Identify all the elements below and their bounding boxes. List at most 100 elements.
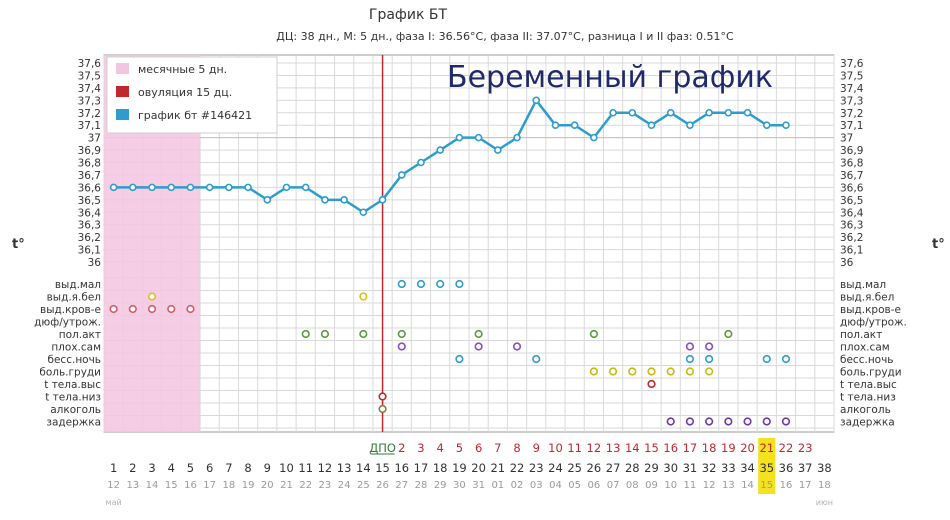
legend: месячные 5 дн. овуляция 15 дц. график бт #… <box>106 56 278 134</box>
symptom-marker <box>724 329 733 339</box>
temperature-point <box>301 183 310 192</box>
symptom-marker <box>147 304 157 314</box>
legend-label: месячные 5 дн. <box>138 63 227 76</box>
cycle-day-label: 8 <box>244 461 251 475</box>
symptom-label-left: задержка <box>46 417 101 429</box>
y-tick-label-left: 36,3 <box>78 220 101 232</box>
symptom-marker <box>647 367 656 376</box>
y-tick-label-right: 36,8 <box>840 158 863 170</box>
date-label: 20 <box>261 480 274 491</box>
cycle-day-label: 17 <box>414 461 429 475</box>
y-tick-label-left: 37,3 <box>78 95 101 107</box>
symptom-label-right: плох.сам <box>840 342 890 354</box>
temperature-point <box>532 96 541 105</box>
temperature-point <box>686 121 694 129</box>
y-tick-label-left: 37,5 <box>78 70 101 82</box>
cycle-day-label: 24 <box>548 461 563 475</box>
symptom-marker <box>455 279 464 289</box>
cycle-day-label: 13 <box>337 461 352 475</box>
date-label: 23 <box>319 480 332 491</box>
symptom-label-right: выд.кров-е <box>840 304 901 316</box>
date-label: 16 <box>184 480 197 491</box>
y-tick-label-left: 36,9 <box>78 145 101 157</box>
date-label: 26 <box>376 480 389 491</box>
date-label: 09 <box>645 480 658 491</box>
symptom-marker <box>397 279 406 289</box>
y-tick-label-right: 36,3 <box>840 220 863 232</box>
cycle-day-label: 16 <box>394 461 409 475</box>
symptom-label-left: выд.я.бел <box>47 292 101 304</box>
symptom-marker <box>705 417 714 426</box>
temperature-point <box>628 108 637 117</box>
legend-label: график бт #146421 <box>138 109 252 122</box>
symptom-marker <box>397 342 406 351</box>
cycle-day-label: 36 <box>779 461 794 475</box>
cycle-day-label: 33 <box>721 461 736 475</box>
symptom-marker <box>147 292 157 301</box>
date-label: 16 <box>780 480 793 491</box>
symptom-marker <box>589 367 598 376</box>
symptom-label-left: боль.груди <box>39 367 101 379</box>
dpo-label: 8 <box>513 441 520 455</box>
y-tick-label-left: 37,6 <box>78 58 102 70</box>
temperature-point <box>705 108 713 117</box>
y-tick-label-left: 36,8 <box>78 158 101 170</box>
symptom-marker <box>474 329 483 339</box>
cycle-day-label: 21 <box>490 461 505 475</box>
date-label: 30 <box>453 480 466 491</box>
symptom-label-right: выд.я.бел <box>840 292 894 304</box>
dpo-label: 2 <box>398 441 405 455</box>
dpo-label: 13 <box>606 441 621 455</box>
date-label: 21 <box>280 480 293 491</box>
cycle-day-label: 18 <box>433 461 448 475</box>
cycle-day-label: 32 <box>702 461 717 475</box>
symptom-marker <box>762 354 771 364</box>
symptom-marker <box>301 329 310 339</box>
y-tick-label-right: 37,1 <box>840 120 863 132</box>
date-label: 18 <box>223 480 236 491</box>
temperature-point <box>186 183 195 192</box>
temperature-point <box>378 196 387 204</box>
dpo-label: 17 <box>683 441 698 455</box>
cycle-day-label: 25 <box>567 461 582 475</box>
cycle-day-label: 28 <box>625 461 640 475</box>
temperature-point <box>782 121 790 129</box>
symptom-marker <box>608 367 618 376</box>
date-label: 17 <box>799 480 812 491</box>
symptom-label-right: t тела.выс <box>840 379 897 391</box>
temperature-point <box>474 133 483 142</box>
temperature-point <box>570 121 579 129</box>
chart-title: График БТ <box>369 7 448 23</box>
dpo-label: 12 <box>587 441 602 455</box>
symptom-marker <box>685 367 695 376</box>
date-label: 29 <box>434 480 447 491</box>
symptom-marker <box>320 329 330 339</box>
date-label: 24 <box>338 480 351 491</box>
symptom-marker <box>359 329 368 339</box>
dpo-label: ДПО <box>369 441 396 455</box>
cycle-day-label: 37 <box>798 461 813 475</box>
dpo-label: 19 <box>721 441 736 455</box>
cycle-day-label: 9 <box>264 461 271 475</box>
symptom-label-left: алкоголь <box>50 404 101 416</box>
y-tick-label-left: 36,4 <box>78 207 102 219</box>
y-tick-label-left: 37,1 <box>78 120 101 132</box>
symptom-marker <box>705 354 714 364</box>
legend-swatch <box>116 86 129 97</box>
dpo-label: 20 <box>740 441 755 455</box>
legend-swatch <box>116 109 129 120</box>
symptom-label-right: бесс.ночь <box>840 354 894 366</box>
symptom-label-right: выд.мал <box>840 279 886 291</box>
symptom-marker <box>666 417 675 426</box>
symptom-marker <box>378 404 387 414</box>
cycle-day-label: 6 <box>206 461 213 475</box>
temperature-point <box>282 183 291 192</box>
date-label: 04 <box>549 480 562 491</box>
cycle-day-label: 27 <box>606 461 621 475</box>
y-tick-label-right: 36,7 <box>840 170 863 182</box>
temperature-point <box>513 133 521 142</box>
temperature-point <box>436 146 444 154</box>
date-label: 13 <box>126 480 139 491</box>
cycle-day-label: 7 <box>225 461 232 475</box>
